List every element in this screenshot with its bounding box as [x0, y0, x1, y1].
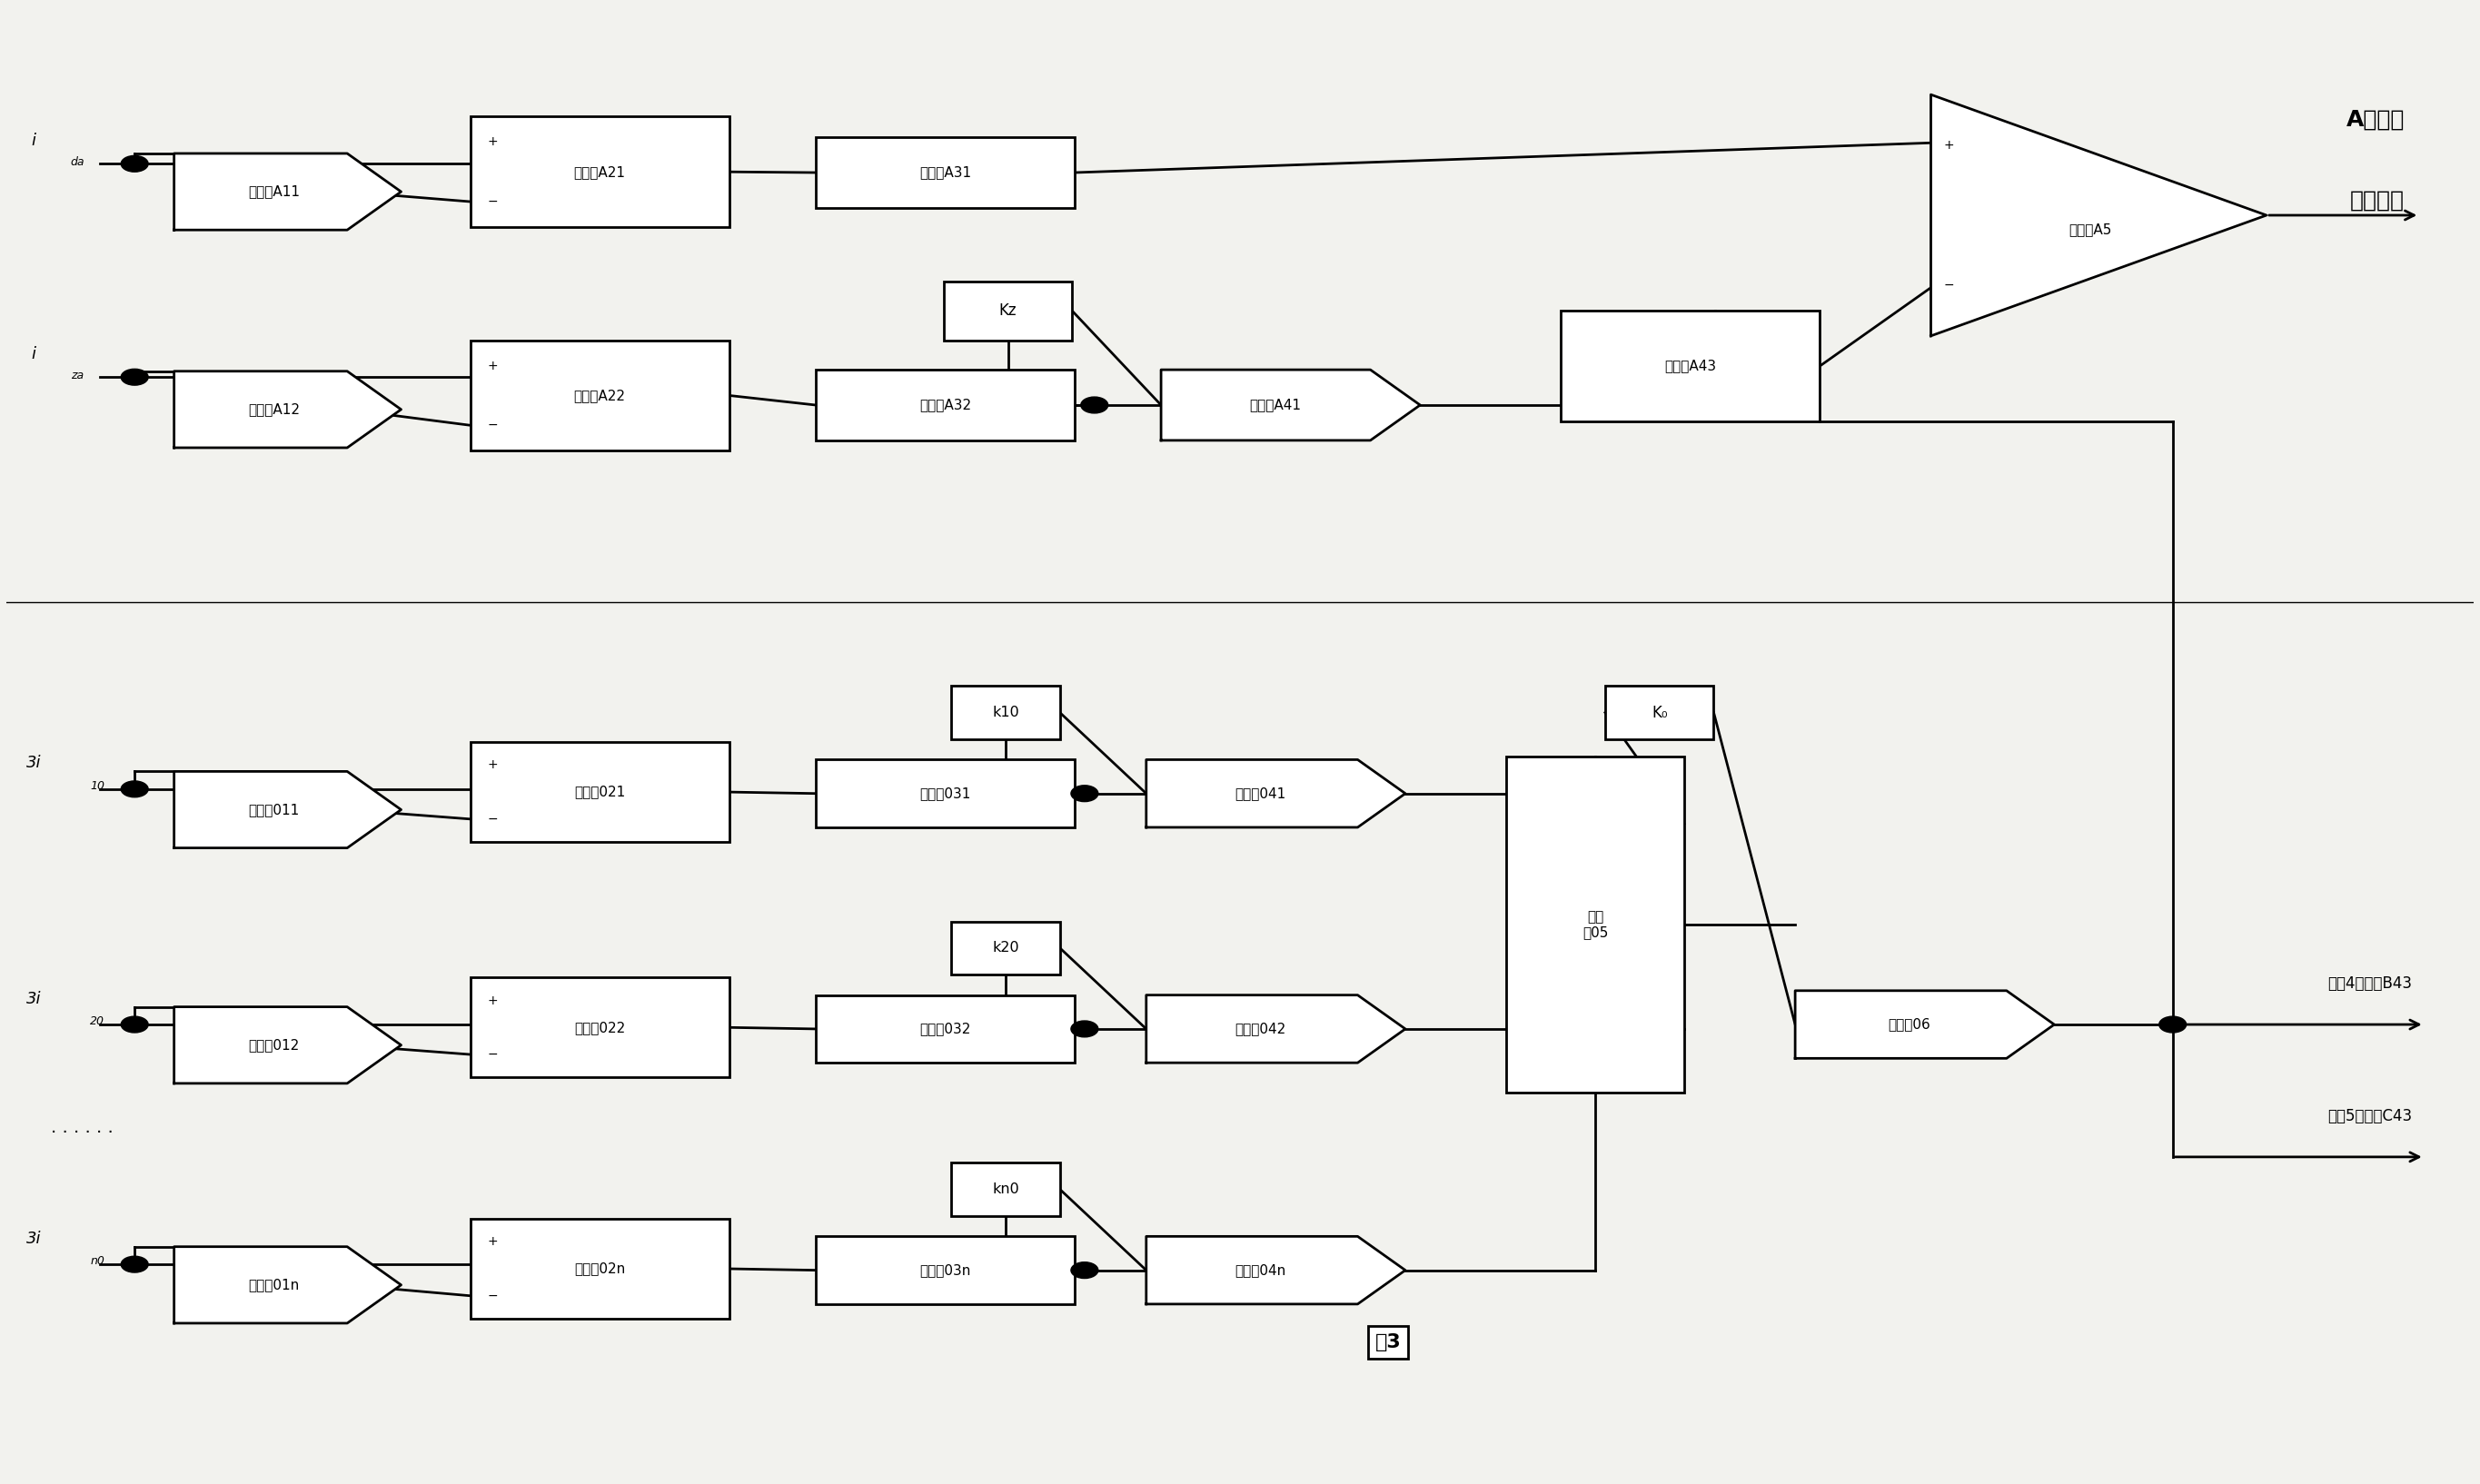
Text: 至图5加法器C43: 至图5加法器C43 [2326, 1107, 2413, 1123]
Text: 比较器A5: 比较器A5 [2068, 223, 2113, 236]
Polygon shape [1146, 760, 1406, 828]
Text: 滤波器A31: 滤波器A31 [920, 166, 972, 180]
Text: −: − [489, 813, 498, 825]
FancyBboxPatch shape [1505, 757, 1684, 1092]
Text: +: + [1944, 139, 1954, 151]
Polygon shape [1146, 996, 1406, 1063]
Text: 20: 20 [89, 1015, 104, 1027]
FancyBboxPatch shape [816, 760, 1074, 828]
Text: 乘法器04n: 乘法器04n [1235, 1263, 1285, 1278]
Text: 图3: 图3 [1374, 1333, 1401, 1352]
Text: 10: 10 [89, 781, 104, 792]
Circle shape [2160, 1017, 2187, 1033]
Text: n0: n0 [89, 1255, 104, 1267]
Text: 滤波器032: 滤波器032 [920, 1022, 970, 1036]
Text: 减法器A22: 减法器A22 [573, 389, 625, 402]
Text: +: + [489, 994, 498, 1006]
Text: i: i [30, 346, 35, 362]
Circle shape [122, 370, 149, 386]
Polygon shape [174, 772, 402, 847]
Text: −: − [489, 196, 498, 208]
FancyBboxPatch shape [471, 340, 729, 451]
Polygon shape [1932, 95, 2267, 335]
Text: 滤波器031: 滤波器031 [920, 787, 970, 800]
Circle shape [122, 1257, 149, 1272]
Polygon shape [1161, 370, 1421, 441]
Circle shape [1081, 396, 1109, 413]
Text: +: + [489, 1235, 498, 1248]
FancyBboxPatch shape [945, 282, 1071, 340]
Text: 减法器022: 减法器022 [575, 1021, 625, 1034]
FancyBboxPatch shape [471, 1218, 729, 1319]
Circle shape [122, 156, 149, 172]
Circle shape [1071, 785, 1099, 801]
Text: k10: k10 [992, 706, 1019, 720]
Text: 加法器A43: 加法器A43 [1664, 359, 1716, 372]
FancyBboxPatch shape [1605, 686, 1714, 739]
Text: +: + [489, 758, 498, 772]
FancyBboxPatch shape [471, 978, 729, 1077]
FancyBboxPatch shape [952, 1163, 1059, 1215]
Circle shape [122, 781, 149, 797]
Text: 滤波器03n: 滤波器03n [920, 1263, 970, 1278]
Polygon shape [1146, 1236, 1406, 1304]
Circle shape [1071, 1261, 1099, 1278]
Text: −: − [489, 1290, 498, 1301]
FancyBboxPatch shape [816, 370, 1074, 441]
Text: 乘法器041: 乘法器041 [1235, 787, 1285, 800]
Text: A相比差: A相比差 [2346, 108, 2406, 131]
Polygon shape [1796, 991, 2053, 1058]
Text: Kz: Kz [999, 303, 1017, 319]
Text: · · · · · ·: · · · · · · [50, 1123, 114, 1141]
FancyBboxPatch shape [471, 742, 729, 841]
Text: 记忆器A11: 记忆器A11 [248, 186, 300, 199]
Text: 减法器021: 减法器021 [575, 785, 625, 798]
Text: da: da [69, 156, 84, 168]
Text: +: + [489, 359, 498, 372]
Text: 至图4加法器B43: 至图4加法器B43 [2329, 975, 2413, 991]
Circle shape [1071, 1021, 1099, 1037]
Text: 动作信号: 动作信号 [2351, 190, 2406, 211]
Text: −: − [489, 1048, 498, 1061]
Text: i: i [30, 132, 35, 148]
Text: 3i: 3i [27, 755, 42, 772]
Text: kn0: kn0 [992, 1183, 1019, 1196]
Text: 乘法器A41: 乘法器A41 [1250, 398, 1302, 413]
Text: 记忆器A12: 记忆器A12 [248, 402, 300, 417]
Text: −: − [1944, 279, 1954, 291]
Text: 减法器02n: 减法器02n [575, 1261, 625, 1276]
FancyBboxPatch shape [952, 686, 1059, 739]
Text: 3i: 3i [27, 1230, 42, 1247]
Text: 乘法器06: 乘法器06 [1887, 1018, 1929, 1031]
Text: 记忆器012: 记忆器012 [248, 1039, 300, 1052]
Circle shape [122, 1017, 149, 1033]
Text: +: + [489, 135, 498, 148]
FancyBboxPatch shape [816, 137, 1074, 208]
Text: −: − [489, 418, 498, 432]
Text: 记忆器01n: 记忆器01n [248, 1278, 300, 1291]
Polygon shape [174, 371, 402, 448]
Text: 乘法器042: 乘法器042 [1235, 1022, 1285, 1036]
Text: za: za [69, 370, 84, 381]
Polygon shape [174, 1247, 402, 1324]
Text: 加法
器05: 加法 器05 [1582, 910, 1607, 939]
FancyBboxPatch shape [816, 996, 1074, 1063]
Polygon shape [174, 153, 402, 230]
FancyBboxPatch shape [471, 117, 729, 227]
Text: 减法器A21: 减法器A21 [573, 165, 625, 178]
Text: 3i: 3i [27, 990, 42, 1006]
Text: 滤波器A32: 滤波器A32 [920, 398, 972, 413]
Text: K₀: K₀ [1652, 705, 1667, 721]
Text: 记忆器011: 记忆器011 [248, 803, 300, 816]
FancyBboxPatch shape [952, 922, 1059, 975]
Polygon shape [174, 1006, 402, 1083]
Text: k20: k20 [992, 941, 1019, 954]
FancyBboxPatch shape [1560, 310, 1820, 421]
FancyBboxPatch shape [816, 1236, 1074, 1304]
